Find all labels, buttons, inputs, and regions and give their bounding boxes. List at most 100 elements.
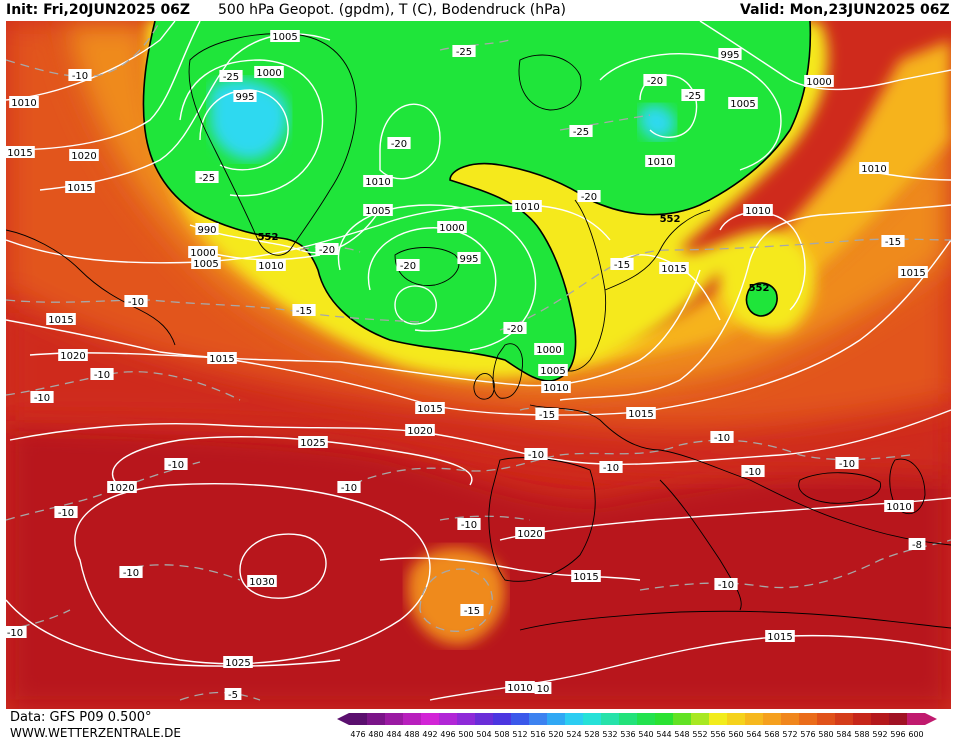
chart-header: Init: Fri,20JUN2025 06Z 500 hPa Geopot. … <box>0 0 959 21</box>
pressure-label-text: 1010 <box>886 502 911 513</box>
temperature-labels: -10 -25 -25 -25 -20 -25 -20 -25 -20 -20 -20 -15 -15 -… <box>6 45 926 701</box>
isotherms <box>6 21 951 701</box>
pressure-label-text: 1015 <box>573 572 598 583</box>
pressure-label: 1015 <box>6 146 35 159</box>
pressure-label: 1015 <box>65 181 95 194</box>
temperature-label-text: -20 <box>319 245 335 256</box>
temperature-label-text: -10 <box>528 450 544 461</box>
scale-tick-label: 584 <box>836 730 851 739</box>
temperature-label: -15 <box>881 235 905 248</box>
pressure-label-text: 1025 <box>300 438 325 449</box>
scale-tick-label: 556 <box>710 730 725 739</box>
temperature-label: -15 <box>292 304 316 317</box>
temperature-label: -20 <box>396 259 420 272</box>
temperature-label-box <box>30 391 54 403</box>
scale-swatch <box>403 713 421 725</box>
pressure-label-text: 1020 <box>109 483 134 494</box>
scale-tick-label: 540 <box>638 730 653 739</box>
temperature-label-box <box>610 258 634 270</box>
fill-green-cutoff-russia <box>746 283 778 316</box>
temperature-label-text: -10 <box>461 520 477 531</box>
pressure-label: 1005 <box>270 30 300 43</box>
pressure-label: 995 <box>233 90 257 103</box>
temperature-label-text: -10 <box>94 370 110 381</box>
pressure-label-box <box>718 48 742 60</box>
pressure-label: 1000 <box>804 75 834 88</box>
pressure-label: 1015 <box>415 402 445 415</box>
temperature-label: -10 <box>835 457 859 470</box>
caspian-outline <box>889 458 926 515</box>
scale-tick-label: 552 <box>692 730 707 739</box>
temperature-label-text: -10 <box>745 467 761 478</box>
iberia-coast <box>488 457 596 582</box>
temperature-label-box <box>224 688 242 700</box>
scale-swatch <box>439 713 457 725</box>
ireland <box>473 373 495 400</box>
temperature-label-box <box>908 538 926 550</box>
pressure-label-text: 1015 <box>417 404 442 415</box>
temperature-label-text: -10 <box>128 297 144 308</box>
pressure-label-text: 1005 <box>193 259 218 270</box>
scale-tick-label: 480 <box>368 730 383 739</box>
temperature-label-box <box>337 481 361 493</box>
chart-footer: Data: GFS P09 0.500° WWW.WETTERZENTRALE.… <box>0 709 959 741</box>
pressure-label-box <box>69 149 99 161</box>
temperature-label-text: -10 <box>7 628 23 639</box>
scale-tick-label: 568 <box>764 730 779 739</box>
valid-time-label: Valid: Mon,23JUN2025 06Z <box>740 2 950 18</box>
temperature-label-box <box>534 682 552 694</box>
pressure-label: 1005 <box>728 97 758 110</box>
pressure-label-text: 1010 <box>861 164 886 175</box>
pressure-label: 1020 <box>405 424 435 437</box>
italy-coast <box>659 479 742 611</box>
temperature-label-box <box>6 626 27 638</box>
pressure-label-box <box>363 175 393 187</box>
temperature-label: -25 <box>569 125 593 138</box>
temperature-label: -25 <box>681 89 705 102</box>
temperature-label-text: -25 <box>456 47 472 58</box>
svalbard-coast <box>518 54 582 111</box>
scale-tick-label: 564 <box>746 730 761 739</box>
temperature-label-text: -10 <box>839 459 855 470</box>
temperature-label-box <box>681 89 705 101</box>
pressure-label: 1015 <box>46 313 76 326</box>
temperature-label: -10 <box>741 465 765 478</box>
pressure-label-box <box>65 181 95 193</box>
fill-iberian-warm-core <box>407 547 506 645</box>
pressure-label: 1000 <box>534 343 564 356</box>
scale-swatch <box>349 713 367 725</box>
pressure-label-text: 1020 <box>517 529 542 540</box>
temperature-label: -15 <box>460 604 484 617</box>
pressure-label: 1010 <box>884 500 914 513</box>
temperature-label-box <box>124 295 148 307</box>
temperature-label-box <box>599 461 623 473</box>
scale-tick-label: 476 <box>350 730 365 739</box>
scale-tick-label: 576 <box>800 730 815 739</box>
scale-swatch <box>385 713 403 725</box>
pressure-label-box <box>6 146 35 158</box>
temperature-label: -10 <box>68 69 92 82</box>
temperature-label-text: -15 <box>614 260 630 271</box>
fill-cyan-core-greenland <box>210 79 289 160</box>
scale-swatch <box>727 713 745 725</box>
scale-tick-label: 536 <box>620 730 635 739</box>
temperature-label-box <box>714 578 738 590</box>
pressure-label-text: 1015 <box>67 183 92 194</box>
europe-coast <box>529 404 951 546</box>
geopotential-labels: 552 552 552 <box>258 214 770 294</box>
scale-tick-label: 500 <box>458 730 473 739</box>
temperature-label-text: -10 <box>58 508 74 519</box>
temperature-label-box <box>54 506 78 518</box>
pressure-label-text: 995 <box>720 50 739 61</box>
pressure-label-text: 1000 <box>190 248 215 259</box>
pressure-label-box <box>107 481 137 493</box>
geopotential-552-contour <box>142 21 812 382</box>
pressure-label: 1015 <box>765 630 795 643</box>
scale-swatch <box>817 713 835 725</box>
temperature-label-box <box>119 566 143 578</box>
north-africa <box>519 610 951 631</box>
pressure-label: 1030 <box>247 575 277 588</box>
pressure-label-box <box>223 656 253 668</box>
scale-swatch <box>763 713 781 725</box>
pressure-label: 1010 <box>505 681 535 694</box>
